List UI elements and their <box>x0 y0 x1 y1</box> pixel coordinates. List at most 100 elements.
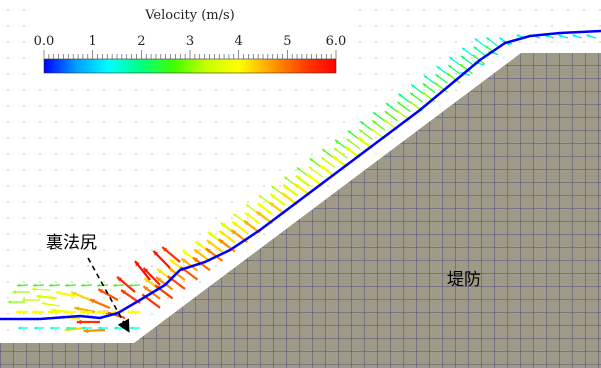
field-dot <box>23 313 25 315</box>
field-dot <box>151 137 153 139</box>
levee-label: 堤防 <box>447 270 481 290</box>
field-dot <box>359 25 361 27</box>
field-dot <box>23 73 25 75</box>
field-dot <box>279 217 281 219</box>
field-dot <box>231 89 233 91</box>
velocity-arrow <box>50 326 60 330</box>
field-dot <box>103 265 105 267</box>
field-dot <box>87 217 89 219</box>
field-dot <box>295 169 297 171</box>
field-dot <box>183 185 185 187</box>
field-dot <box>455 57 457 59</box>
field-dot <box>103 185 105 187</box>
field-dot <box>55 233 57 235</box>
field-dot <box>87 89 89 91</box>
field-dot <box>103 105 105 107</box>
field-dot <box>343 105 345 107</box>
field-dot <box>231 121 233 123</box>
field-dot <box>407 105 409 107</box>
field-dot <box>23 217 25 219</box>
field-dot <box>199 185 201 187</box>
velocity-arrow <box>205 247 224 262</box>
velocity-arrow <box>55 290 76 298</box>
field-dot <box>391 25 393 27</box>
field-dot <box>535 25 537 27</box>
field-dot <box>391 89 393 91</box>
field-dot <box>551 9 553 11</box>
field-dot <box>215 121 217 123</box>
field-dot <box>167 153 169 155</box>
field-dot <box>199 217 201 219</box>
field-dot <box>119 185 121 187</box>
field-dot <box>23 201 25 203</box>
field-dot <box>71 249 73 251</box>
field-dot <box>151 313 153 315</box>
field-dot <box>103 217 105 219</box>
velocity-arrow <box>459 63 473 75</box>
field-dot <box>103 89 105 91</box>
velocity-arrow <box>22 298 40 302</box>
field-dot <box>7 57 9 59</box>
field-dot <box>55 313 57 315</box>
field-dot <box>39 233 41 235</box>
field-dot <box>199 201 201 203</box>
field-dot <box>583 41 585 43</box>
field-dot <box>279 137 281 139</box>
field-dot <box>231 105 233 107</box>
velocity-arrow <box>48 309 60 315</box>
field-dot <box>199 169 201 171</box>
field-dot <box>39 201 41 203</box>
field-dot <box>135 153 137 155</box>
velocity-arrow <box>586 34 597 39</box>
field-dot <box>279 121 281 123</box>
field-dot <box>23 137 25 139</box>
colorbar: Velocity (m/s) 0.0 1 2 3 4 5 6.0 <box>34 8 346 74</box>
field-dot <box>583 25 585 27</box>
velocity-arrow <box>142 267 161 286</box>
velocity-arrow <box>410 84 423 94</box>
field-dot <box>247 137 249 139</box>
velocity-arrow <box>80 309 92 315</box>
field-dot <box>247 169 249 171</box>
field-dot <box>423 57 425 59</box>
field-dot <box>247 89 249 91</box>
field-dot <box>103 297 105 299</box>
velocity-arrow <box>116 276 136 293</box>
field-dot <box>279 169 281 171</box>
field-dot <box>343 121 345 123</box>
field-dot <box>215 169 217 171</box>
field-dot <box>519 25 521 27</box>
field-dot <box>87 185 89 187</box>
field-dot <box>23 185 25 187</box>
field-dot <box>103 121 105 123</box>
field-dot <box>535 9 537 11</box>
field-dot <box>567 41 569 43</box>
field-dot <box>71 233 73 235</box>
toe-label: 裏法尻 <box>46 232 97 253</box>
field-dot <box>151 153 153 155</box>
velocity-arrow <box>473 46 486 56</box>
velocity-arrow <box>32 309 44 315</box>
field-dot <box>599 25 601 27</box>
velocity-arrow <box>130 326 140 330</box>
field-dot <box>119 153 121 155</box>
field-dot <box>263 169 265 171</box>
field-dot <box>231 153 233 155</box>
velocity-arrow <box>474 37 486 47</box>
field-dot <box>343 137 345 139</box>
field-dot <box>39 217 41 219</box>
field-dot <box>103 153 105 155</box>
field-dot <box>199 105 201 107</box>
field-dot <box>231 137 233 139</box>
field-dot <box>295 137 297 139</box>
field-dot <box>183 89 185 91</box>
velocity-arrow <box>89 298 111 310</box>
field-dot <box>151 249 153 251</box>
field-dot <box>39 105 41 107</box>
field-dot <box>7 89 9 91</box>
field-dot <box>103 281 105 283</box>
field-dot <box>135 233 137 235</box>
field-dot <box>7 281 9 283</box>
velocity-arrow <box>269 193 286 206</box>
toe-pointer-arrow <box>87 257 130 333</box>
